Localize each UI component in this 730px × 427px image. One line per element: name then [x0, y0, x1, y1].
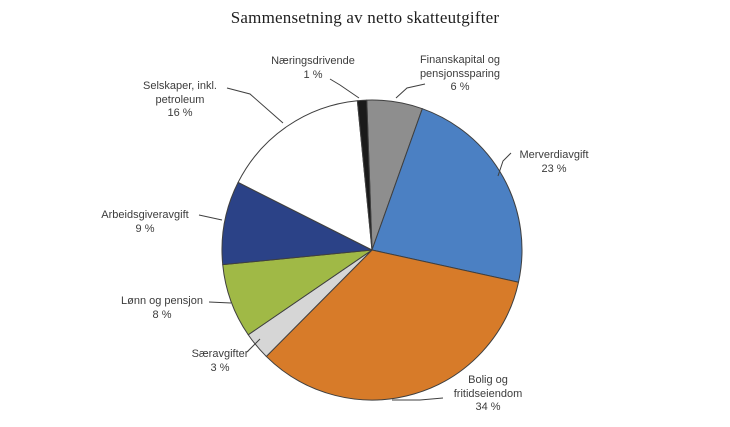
chart-title: Sammensetning av netto skatteutgifter: [230, 8, 500, 27]
leader-lines-group: [198, 78, 512, 401]
slice-label-pct: 34 %: [475, 401, 501, 413]
leader-line-selskaper: [226, 87, 284, 124]
slice-label-lonn: Lønn og pensjon 8 %: [100, 295, 224, 322]
pie-slice-naeringsdrivende: [356, 99, 373, 251]
pie-slices-group: [221, 99, 523, 401]
leader-line-merverdiavgift: [497, 152, 512, 177]
slice-label-text: Særavgifter: [191, 348, 249, 360]
pie-slice-merverdiavgift: [371, 108, 523, 283]
slice-label-text: Lønn og pensjon: [121, 295, 203, 307]
slice-label-pct: 3 %: [210, 361, 230, 374]
slice-label-merverdiavgift: Merverdiavgift 23 %: [492, 149, 616, 176]
leader-line-finanskapital: [395, 83, 426, 99]
slice-label-bolig: Bolig og fritidseiendom 34 %: [426, 374, 550, 415]
slice-label-pct: 23 %: [541, 162, 567, 175]
slice-label-text: Bolig og fritidseiendom: [453, 374, 523, 400]
slice-label-text: Næringsdrivende: [271, 55, 355, 67]
slice-label-pct: 9 %: [135, 222, 155, 235]
slice-label-text: Merverdiavgift: [519, 149, 589, 161]
slice-label-text: Finanskapital og pensjonssparing: [419, 54, 501, 80]
leader-line-saeravgifter: [246, 338, 261, 353]
leader-line-bolig: [392, 397, 444, 401]
slice-label-selskaper: Selskaper, inkl. petroleum 16 %: [118, 80, 242, 121]
slice-label-pct: 1 %: [303, 68, 323, 81]
pie-slice-bolig: [265, 249, 519, 401]
leader-line-lonn: [208, 301, 232, 304]
slice-label-naeringsdrivende: Næringsdrivende 1 %: [251, 55, 375, 82]
slice-label-pct: 8 %: [152, 308, 172, 321]
slice-label-saeravgifter: Særavgifter 3 %: [158, 348, 282, 375]
slice-label-finanskapital: Finanskapital og pensjonssparing 6 %: [398, 54, 522, 95]
pie-slice-arbeidsgiveravgift: [221, 181, 373, 266]
slice-label-arbeidsgiveravgift: Arbeidsgiveravgift 9 %: [83, 209, 207, 236]
pie-slice-selskaper: [237, 100, 373, 251]
slice-label-text: Selskaper, inkl. petroleum: [143, 80, 217, 106]
slice-label-text: Arbeidsgiveravgift: [101, 209, 189, 221]
leader-line-arbeidsgiveravgift: [198, 214, 223, 221]
slice-label-pct: 16 %: [167, 107, 193, 119]
slice-label-pct: 6 %: [450, 81, 470, 93]
leader-line-naeringsdrivende: [329, 78, 360, 99]
